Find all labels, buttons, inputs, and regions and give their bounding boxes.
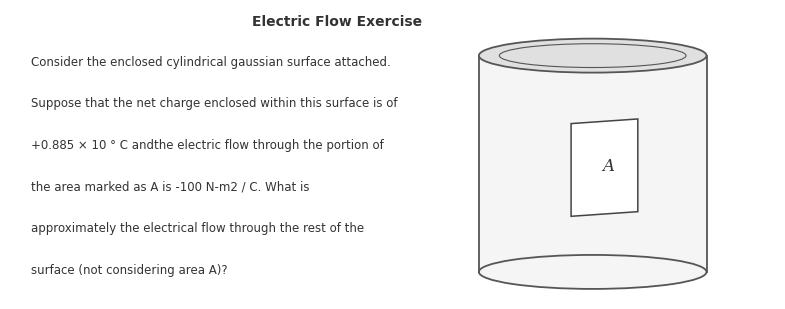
Text: +0.885 × 10 ° C andthe electric flow through the portion of: +0.885 × 10 ° C andthe electric flow thr… xyxy=(31,139,384,152)
Text: Electric Flow Exercise: Electric Flow Exercise xyxy=(253,15,422,29)
Text: surface (not considering area A)?: surface (not considering area A)? xyxy=(31,264,228,277)
Text: Consider the enclosed cylindrical gaussian surface attached.: Consider the enclosed cylindrical gaussi… xyxy=(31,56,391,69)
Polygon shape xyxy=(571,119,637,216)
Text: A: A xyxy=(602,158,615,176)
Ellipse shape xyxy=(479,255,706,289)
Text: the area marked as A is -100 N-m2 / C. What is: the area marked as A is -100 N-m2 / C. W… xyxy=(31,181,310,194)
Ellipse shape xyxy=(479,39,706,73)
Text: Suppose that the net charge enclosed within this surface is of: Suppose that the net charge enclosed wit… xyxy=(31,97,398,110)
Polygon shape xyxy=(479,56,706,272)
Text: approximately the electrical flow through the rest of the: approximately the electrical flow throug… xyxy=(31,222,364,235)
